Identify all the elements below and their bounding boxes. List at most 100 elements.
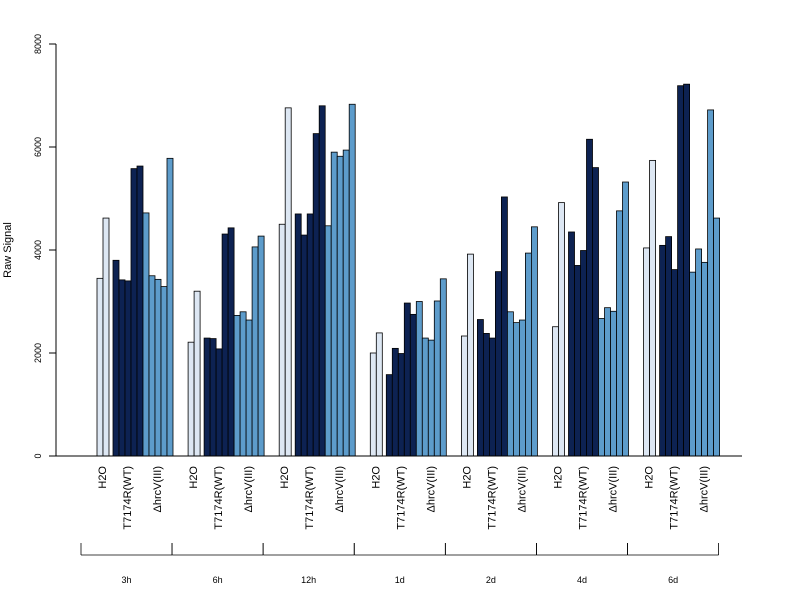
bar bbox=[306, 213, 314, 457]
bar bbox=[348, 103, 356, 457]
bar bbox=[552, 326, 559, 457]
bar bbox=[592, 167, 599, 457]
group-label: H2O bbox=[644, 466, 656, 489]
bar bbox=[324, 225, 332, 457]
timepoint-label: 4d bbox=[577, 575, 587, 585]
bar bbox=[251, 246, 259, 457]
timepoint-label: 12h bbox=[301, 575, 316, 585]
group-label: ΔhrcV(III) bbox=[243, 466, 255, 512]
group-label: T7174R(WT) bbox=[395, 466, 407, 530]
bar bbox=[433, 300, 441, 457]
y-axis: 0 2000 4000 6000 8000 bbox=[33, 34, 57, 459]
bar bbox=[330, 151, 338, 457]
bar bbox=[397, 353, 405, 457]
bar bbox=[312, 133, 320, 457]
bar bbox=[531, 226, 538, 457]
bar bbox=[166, 157, 174, 457]
y-tick-label: 0 bbox=[33, 453, 43, 458]
timepoint-label: 2d bbox=[486, 575, 496, 585]
group-label: T7174R(WT) bbox=[213, 466, 225, 530]
bar bbox=[203, 337, 211, 457]
bar bbox=[209, 338, 217, 457]
bar bbox=[369, 352, 377, 457]
bar bbox=[96, 277, 104, 457]
bar bbox=[427, 339, 435, 457]
bar bbox=[525, 252, 532, 457]
bar bbox=[336, 155, 344, 457]
timepoint-label: 1d bbox=[395, 575, 405, 585]
bar bbox=[643, 247, 650, 457]
bar bbox=[160, 286, 168, 457]
bar bbox=[649, 159, 656, 457]
bar bbox=[713, 217, 720, 457]
bar bbox=[118, 279, 126, 457]
group-label: ΔhrcV(III) bbox=[425, 466, 437, 512]
group-label: H2O bbox=[370, 466, 382, 489]
bar bbox=[294, 213, 302, 457]
bar bbox=[124, 280, 132, 457]
group-label: T7174R(WT) bbox=[669, 466, 681, 530]
bar bbox=[215, 348, 223, 457]
bar bbox=[665, 236, 672, 457]
group-label: T7174R(WT) bbox=[578, 466, 590, 530]
timepoint-label: 6d bbox=[668, 575, 678, 585]
group-label: H2O bbox=[188, 466, 200, 489]
bar bbox=[707, 109, 714, 457]
y-tick-label: 6000 bbox=[33, 137, 43, 157]
bar bbox=[519, 319, 526, 457]
bar bbox=[391, 347, 399, 457]
bar bbox=[689, 271, 696, 457]
y-axis-label: Raw Signal bbox=[2, 222, 14, 278]
group-label: ΔhrcV(III) bbox=[152, 466, 164, 512]
bar bbox=[233, 315, 241, 457]
bar bbox=[574, 265, 581, 457]
timepoint-label: 3h bbox=[121, 575, 131, 585]
bar bbox=[148, 275, 156, 457]
bar bbox=[616, 210, 623, 457]
bar bbox=[695, 248, 702, 457]
bar bbox=[677, 85, 684, 457]
group-label: ΔhrcV(III) bbox=[608, 466, 620, 512]
bar bbox=[375, 332, 383, 457]
bar bbox=[318, 105, 326, 457]
bar bbox=[112, 259, 120, 457]
group-label: H2O bbox=[461, 466, 473, 489]
timepoint-label: 6h bbox=[213, 575, 223, 585]
bar bbox=[500, 196, 508, 457]
group-label: H2O bbox=[97, 466, 109, 489]
bar bbox=[610, 310, 617, 457]
bar bbox=[586, 138, 593, 457]
bar bbox=[342, 149, 350, 457]
bar bbox=[421, 337, 429, 457]
bar bbox=[622, 181, 629, 457]
bar bbox=[488, 337, 496, 457]
bar bbox=[482, 333, 490, 457]
bar bbox=[558, 202, 565, 457]
y-tick-label: 4000 bbox=[33, 240, 43, 260]
bar bbox=[568, 231, 575, 457]
group-label: H2O bbox=[553, 466, 565, 489]
bar bbox=[221, 233, 229, 457]
bar bbox=[466, 253, 474, 457]
bar bbox=[409, 313, 417, 457]
bar bbox=[130, 168, 138, 457]
bar bbox=[598, 318, 605, 457]
bar bbox=[385, 374, 393, 457]
bar bbox=[300, 234, 308, 457]
group-label: ΔhrcV(III) bbox=[334, 466, 346, 512]
y-tick-label: 8000 bbox=[33, 34, 43, 54]
bar bbox=[239, 311, 247, 457]
bar bbox=[701, 261, 708, 457]
bar bbox=[187, 341, 195, 457]
bar bbox=[227, 227, 235, 457]
bar bbox=[142, 212, 150, 457]
bar bbox=[506, 311, 514, 457]
bar bbox=[284, 107, 292, 457]
group-label: T7174R(WT) bbox=[304, 466, 316, 530]
bar bbox=[604, 307, 611, 457]
group-label: T7174R(WT) bbox=[122, 466, 134, 530]
bar bbox=[403, 302, 411, 457]
group-label: T7174R(WT) bbox=[486, 466, 498, 530]
bar bbox=[439, 278, 447, 457]
